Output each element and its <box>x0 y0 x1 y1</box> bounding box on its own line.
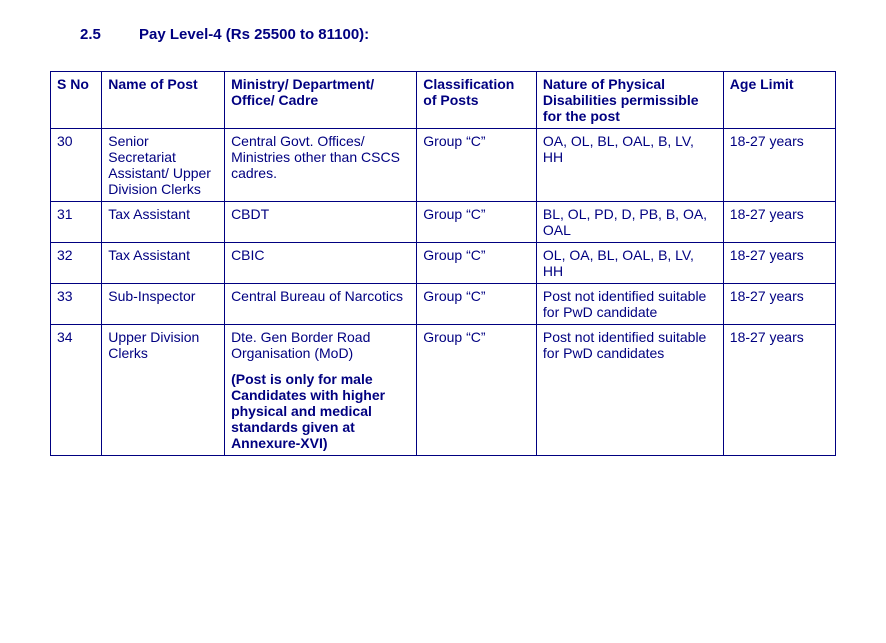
cell-post: Upper Division Clerks <box>102 325 225 456</box>
cell-disabilities: Post not identified suitable for PwD can… <box>536 325 723 456</box>
cell-disabilities: OA, OL, BL, OAL, B, LV, HH <box>536 129 723 202</box>
table-header: S No Name of Post Ministry/ Department/ … <box>51 72 836 129</box>
cell-ministry: Central Bureau of Narcotics <box>225 284 417 325</box>
section-heading: 2.5 Pay Level-4 (Rs 25500 to 81100): <box>80 26 836 43</box>
col-disabilities: Nature of Physical Disabilities permissi… <box>536 72 723 129</box>
col-classification: Classification of Posts <box>417 72 537 129</box>
cell-age: 18-27 years <box>723 284 835 325</box>
cell-classification: Group “C” <box>417 202 537 243</box>
cell-disabilities: BL, OL, PD, D, PB, B, OA, OAL <box>536 202 723 243</box>
cell-sno: 32 <box>51 243 102 284</box>
cell-post: Tax Assistant <box>102 243 225 284</box>
cell-classification: Group “C” <box>417 325 537 456</box>
cell-ministry: CBIC <box>225 243 417 284</box>
cell-classification: Group “C” <box>417 243 537 284</box>
cell-classification: Group “C” <box>417 284 537 325</box>
cell-post: Sub-Inspector <box>102 284 225 325</box>
cell-disabilities: Post not identified suitable for PwD can… <box>536 284 723 325</box>
table-row: 33Sub-Inspector Central Bureau of Narcoti… <box>51 284 836 325</box>
cell-age: 18-27 years <box>723 325 835 456</box>
table-row: 34Upper Division ClerksDte. Gen Border R… <box>51 325 836 456</box>
ministry-note: (Post is only for male Candidates with h… <box>231 371 410 451</box>
section-title: Pay Level-4 (Rs 25500 to 81100): <box>139 26 369 43</box>
section-number: 2.5 <box>80 26 101 43</box>
ministry-text: Dte. Gen Border Road Organisation (MoD) <box>231 329 370 361</box>
cell-disabilities: OL, OA, BL, OAL, B, LV, HH <box>536 243 723 284</box>
cell-post: Tax Assistant <box>102 202 225 243</box>
cell-ministry: Dte. Gen Border Road Organisation (MoD) (… <box>225 325 417 456</box>
table-row: 30Senior Secretariat Assistant/ Upper Di… <box>51 129 836 202</box>
cell-ministry: Central Govt. Offices/ Ministries other … <box>225 129 417 202</box>
col-sno: S No <box>51 72 102 129</box>
cell-classification: Group “C” <box>417 129 537 202</box>
ministry-text: Central Bureau of Narcotics <box>231 288 403 304</box>
cell-age: 18-27 years <box>723 129 835 202</box>
ministry-text: CBIC <box>231 247 264 263</box>
cell-post: Senior Secretariat Assistant/ Upper Divi… <box>102 129 225 202</box>
page: 2.5 Pay Level-4 (Rs 25500 to 81100): S N… <box>0 0 886 476</box>
cell-sno: 31 <box>51 202 102 243</box>
ministry-text: Central Govt. Offices/ Ministries other … <box>231 133 400 181</box>
table-row: 31Tax Assistant CBDT Group “C”BL, OL, PD, … <box>51 202 836 243</box>
ministry-text: CBDT <box>231 206 269 222</box>
table-row: 32Tax Assistant CBIC Group “C”OL, OA, BL, … <box>51 243 836 284</box>
header-row: S No Name of Post Ministry/ Department/ … <box>51 72 836 129</box>
col-ministry: Ministry/ Department/ Office/ Cadre <box>225 72 417 129</box>
cell-age: 18-27 years <box>723 243 835 284</box>
cell-ministry: CBDT <box>225 202 417 243</box>
posts-table: S No Name of Post Ministry/ Department/ … <box>50 71 836 456</box>
col-post: Name of Post <box>102 72 225 129</box>
cell-sno: 34 <box>51 325 102 456</box>
cell-sno: 33 <box>51 284 102 325</box>
col-age: Age Limit <box>723 72 835 129</box>
cell-age: 18-27 years <box>723 202 835 243</box>
table-body: 30Senior Secretariat Assistant/ Upper Di… <box>51 129 836 456</box>
cell-sno: 30 <box>51 129 102 202</box>
